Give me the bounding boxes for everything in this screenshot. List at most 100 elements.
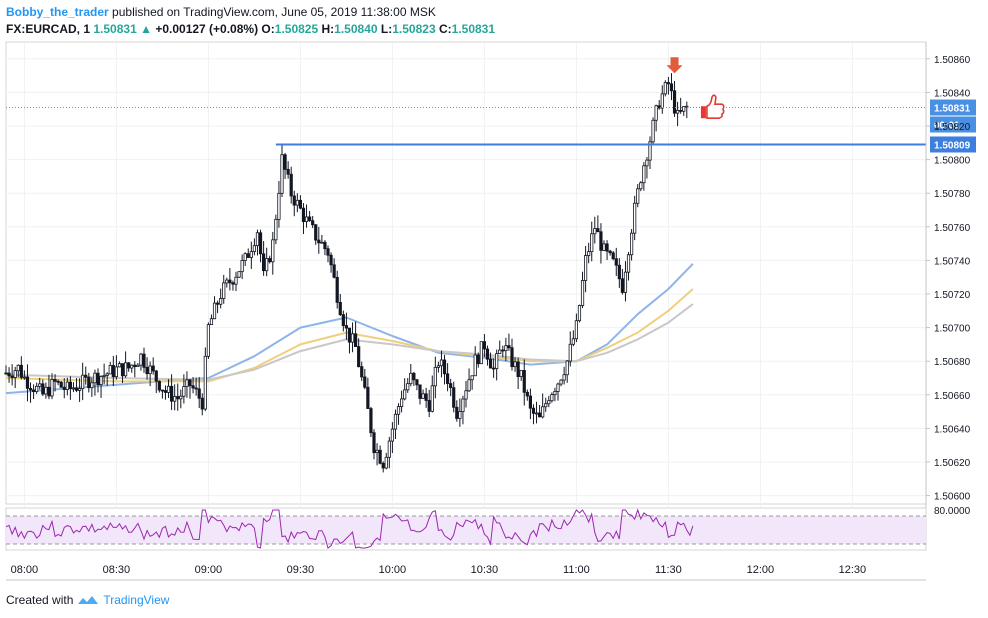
ma-line-2 — [5, 303, 694, 381]
candle-body — [630, 232, 634, 256]
candle — [679, 97, 683, 114]
candle — [593, 216, 597, 244]
candle-body — [35, 385, 39, 393]
candle — [651, 117, 655, 144]
candle-body — [197, 388, 201, 399]
candle-body — [399, 398, 404, 407]
candle — [4, 365, 8, 375]
candle — [222, 274, 226, 304]
candle-body — [249, 251, 253, 258]
candle-body — [556, 383, 560, 392]
partial-tick-label: 1 — [934, 121, 940, 132]
candle-body — [666, 82, 671, 85]
candle-body — [418, 384, 422, 399]
candle-body — [449, 383, 453, 389]
candle-body — [544, 403, 548, 408]
plot-area[interactable] — [5, 41, 927, 505]
symbol-label[interactable]: FX:EURCAD, 1 — [6, 22, 91, 36]
candle-body — [384, 456, 388, 469]
candle-body — [574, 320, 579, 340]
candle — [50, 373, 54, 400]
candle — [415, 378, 419, 391]
candle — [41, 379, 45, 397]
candle — [154, 369, 158, 394]
candle — [225, 277, 229, 288]
candle — [200, 393, 204, 416]
candle — [476, 352, 480, 368]
low-label: L: — [380, 22, 393, 36]
candle-body — [289, 173, 293, 197]
candle-body — [485, 348, 490, 360]
candle — [418, 384, 422, 405]
candle-body — [660, 93, 664, 109]
candle-body — [19, 364, 23, 378]
candle — [81, 362, 85, 401]
candle-body — [353, 333, 358, 347]
candle-body — [510, 347, 514, 368]
candle-body — [307, 216, 312, 222]
candle — [436, 361, 441, 373]
candle-body — [332, 264, 336, 278]
candle — [541, 393, 545, 419]
price-axis[interactable]: 1.50600 1.50620 1.50640 1.50660 1.50680 1.507… — [925, 42, 971, 550]
candle-body — [464, 390, 468, 400]
candle-body — [534, 412, 539, 415]
tradingview-link[interactable]: TradingView — [103, 593, 170, 607]
candle-body — [633, 202, 637, 234]
candle — [605, 240, 609, 261]
last-price-label: 1.50831 — [934, 104, 971, 115]
candle — [648, 136, 652, 169]
candle-body — [286, 168, 290, 175]
high-value: 1.50840 — [334, 22, 378, 36]
candle — [485, 345, 490, 366]
candle-body — [179, 395, 183, 400]
candle-body — [685, 105, 689, 108]
candle-body — [360, 366, 364, 378]
time-axis[interactable]: 08:00 08:30 09:00 09:30 10:00 10:30 11:00 11:30… — [6, 564, 926, 581]
candle-body — [90, 382, 94, 389]
candle — [292, 190, 296, 217]
price-tick-label: 1.50680 — [934, 357, 971, 368]
candle-body — [639, 182, 643, 190]
candle — [25, 364, 30, 402]
author-link[interactable]: Bobby_the_trader — [6, 5, 109, 19]
candle — [108, 361, 112, 375]
time-tick-label: 08:00 — [11, 564, 39, 576]
horizontal-line[interactable]: 1.50831 00:01 1.50809 1 — [6, 99, 976, 153]
candle-body — [455, 406, 459, 419]
candle — [528, 388, 533, 420]
candle — [669, 73, 674, 101]
candle-body — [326, 248, 330, 256]
candle — [393, 409, 398, 440]
candle-body — [188, 379, 192, 387]
candle-body — [421, 393, 425, 399]
candle-body — [350, 333, 355, 343]
candle-body — [623, 271, 628, 293]
candle — [531, 404, 536, 425]
candle — [47, 374, 51, 400]
candle — [501, 345, 505, 358]
candle-body — [470, 375, 474, 381]
candle-body — [587, 251, 591, 256]
candle — [191, 376, 195, 394]
hline-price-label-bg — [930, 136, 976, 153]
candle — [611, 250, 615, 261]
candle-body — [194, 387, 198, 390]
candle-body — [13, 370, 17, 378]
candle-body — [237, 271, 241, 278]
candle — [117, 361, 122, 368]
candle — [525, 389, 529, 401]
candle — [240, 254, 244, 280]
candle — [584, 245, 588, 293]
candle — [577, 304, 582, 323]
candle — [194, 377, 198, 396]
candle — [10, 364, 14, 386]
candle — [360, 361, 364, 381]
candle — [151, 357, 155, 375]
candle-body — [479, 341, 483, 365]
candle-body — [44, 386, 48, 395]
candle-body — [127, 362, 131, 369]
candle — [59, 380, 63, 388]
candle-body — [648, 141, 652, 161]
